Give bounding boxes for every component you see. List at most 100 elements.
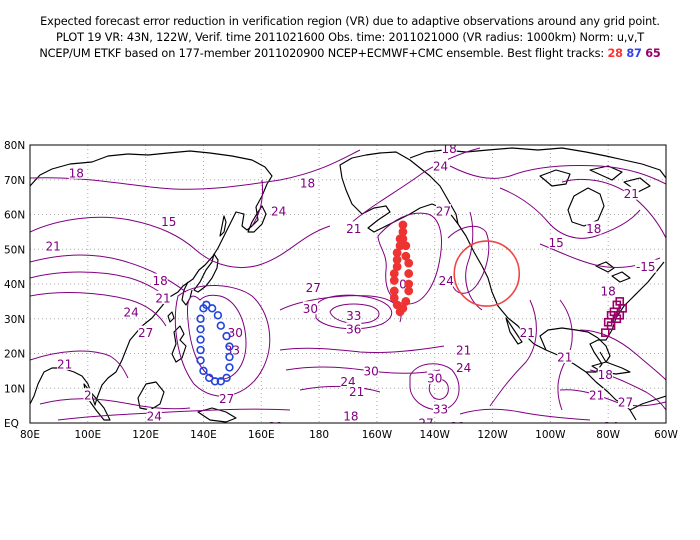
contour-label-bg — [603, 419, 619, 423]
contour-label: 21 — [624, 187, 639, 201]
contour-label: 30 — [363, 364, 378, 378]
lon-tick-label: 100E — [74, 429, 101, 441]
contour-label: 21 — [520, 326, 535, 340]
contour-label-bg — [441, 145, 457, 155]
header-line-3: NCEP/UM ETKF based on 177-member 2011020… — [0, 46, 700, 62]
contour-label-bg — [346, 322, 362, 336]
lon-tick-label: 120W — [477, 429, 508, 441]
contour-line — [409, 363, 460, 411]
track-marker-ring — [210, 377, 220, 386]
lon-tick-label: 160W — [362, 429, 393, 441]
contour-label-bg — [398, 277, 408, 290]
contour-line — [30, 350, 129, 379]
track-label-87: 87 — [626, 47, 642, 60]
track-marker-dot — [398, 220, 408, 230]
contour-label: 24 — [439, 274, 454, 288]
contour-label-bg — [268, 419, 284, 423]
contour-label-bg — [456, 360, 472, 374]
contour-label: 24 — [433, 159, 448, 173]
contour-label: 24 — [603, 420, 618, 434]
track-marker-ring — [205, 373, 214, 383]
contour-label: 21 — [557, 350, 572, 364]
lat-tick-label: 20N — [4, 349, 25, 361]
contour-line — [39, 398, 191, 410]
track-marker-ring — [196, 345, 205, 355]
lat-tick-label: 50N — [4, 244, 25, 256]
contour-label-bg — [227, 325, 243, 339]
contour-label: 15 — [549, 236, 564, 250]
coast-alaska — [339, 151, 459, 233]
track-marker-dot — [401, 296, 411, 306]
contour-line — [30, 292, 167, 327]
contour-label-bg — [57, 356, 73, 370]
track-label-65: 65 — [645, 47, 661, 60]
contour-label-bg — [146, 409, 162, 423]
contour-label-bg — [597, 367, 613, 381]
contour-label: 21 — [268, 420, 283, 434]
track-label-28: 28 — [607, 47, 623, 60]
contour-label: 21 — [450, 420, 465, 434]
contour-line — [30, 254, 187, 293]
contour-label: 18 — [343, 410, 358, 424]
contour-label: 18 — [586, 222, 601, 236]
contour-label: 30 — [228, 326, 243, 340]
lon-tick-label: 80E — [20, 429, 40, 441]
track-marker-dot — [401, 251, 411, 261]
contour-label: 27 — [418, 417, 433, 431]
lon-tick-label: 120E — [132, 429, 159, 441]
track-marker-dot — [389, 269, 399, 278]
coast-baja — [505, 317, 523, 345]
track-marker-dot — [392, 262, 402, 272]
contour-label: 36 — [346, 323, 361, 337]
contour-label-bg — [557, 349, 573, 363]
track-marker-dot — [404, 258, 414, 268]
contour-label: 24 — [147, 410, 162, 424]
track-marker-dot — [398, 234, 408, 244]
contour-line — [279, 345, 445, 354]
track-marker-ring — [225, 352, 234, 362]
contour-line — [30, 216, 331, 268]
contour-label: -15 — [636, 260, 656, 274]
contour-label-bg — [349, 384, 365, 398]
contour-label: 21 — [349, 385, 364, 399]
contour-label-bg — [300, 176, 316, 190]
track-marker-dot — [401, 241, 411, 251]
track-marker-square — [606, 321, 616, 331]
contour-label: 18 — [442, 142, 457, 156]
contour-label-bg — [161, 214, 177, 228]
coast-kamchatka — [247, 205, 267, 233]
contour-label: 21 — [57, 357, 72, 371]
contour-label: 33 — [433, 403, 448, 417]
contour-label: 18 — [152, 274, 167, 288]
lon-tick-label: 80W — [596, 429, 620, 441]
contour-label-bg — [519, 325, 535, 339]
track-marker-dot — [389, 286, 399, 296]
coast-south-america — [629, 395, 666, 411]
contour-line — [329, 303, 380, 325]
contour-line — [349, 147, 481, 225]
track-marker-dot — [389, 276, 399, 285]
lat-tick-label: 60N — [4, 210, 25, 222]
contour-label: 0 — [399, 278, 407, 292]
contour-label: 27 — [138, 326, 153, 340]
lon-tick-label: 160E — [248, 429, 275, 441]
contour-line — [449, 165, 666, 185]
contour-line — [57, 408, 291, 421]
track-marker-ring — [199, 366, 208, 376]
coast-borneo — [137, 381, 165, 411]
contour-label: 18 — [598, 368, 613, 382]
track-marker-dot — [392, 248, 402, 258]
contour-label: 30 — [427, 371, 442, 385]
contour-label-bg — [83, 388, 93, 402]
contour-line — [559, 389, 666, 407]
contour-label-bg — [68, 165, 84, 179]
lat-tick-label: 40N — [4, 279, 25, 291]
lon-tick-label: 140W — [420, 429, 451, 441]
coast-taiwan — [167, 311, 175, 323]
coast-sakhalin — [219, 215, 227, 237]
lat-tick-label: 10N — [4, 383, 25, 395]
contour-label-bg — [340, 374, 356, 388]
flight-track-65 — [600, 297, 627, 337]
contour-label: 27 — [436, 205, 451, 219]
